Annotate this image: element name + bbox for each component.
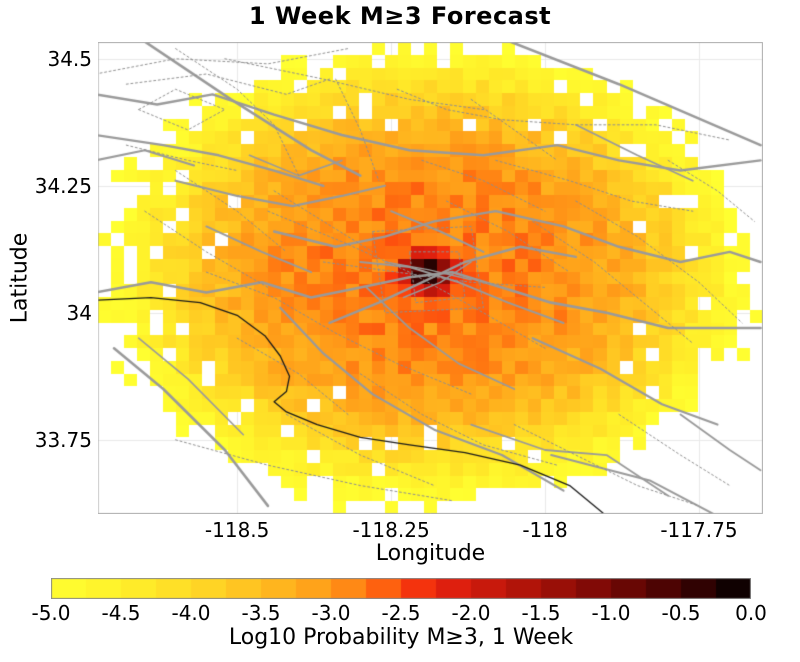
x-tick-label: -118.25 bbox=[352, 518, 430, 542]
colorbar-tick-label: -4.0 bbox=[171, 601, 211, 625]
chart-title: 1 Week M≥3 Forecast bbox=[248, 2, 552, 30]
colorbar-tick-label: 0.0 bbox=[735, 601, 767, 625]
colorbar-tick-label: -2.0 bbox=[451, 601, 491, 625]
colorbar bbox=[51, 578, 751, 599]
colorbar-tick-label: -3.0 bbox=[311, 601, 351, 625]
y-tick-label: 34.5 bbox=[47, 46, 92, 71]
colorbar-tick-label: -1.5 bbox=[521, 601, 561, 625]
x-tick-label: -117.75 bbox=[660, 518, 738, 542]
colorbar-tick-label: -2.5 bbox=[381, 601, 421, 625]
x-tick-label: -118.5 bbox=[204, 518, 270, 542]
colorbar-tick-label: -0.5 bbox=[661, 601, 701, 625]
colorbar-tick-label: -3.5 bbox=[241, 601, 281, 625]
colorbar-label: Log10 Probability M≥3, 1 Week bbox=[228, 625, 574, 650]
y-tick-label: 33.75 bbox=[34, 427, 92, 452]
colorbar-tick-label: -5.0 bbox=[31, 601, 71, 625]
y-tick-label: 34 bbox=[66, 300, 92, 325]
y-tick-label: 34.25 bbox=[34, 173, 92, 198]
colorbar-tick-label: -1.0 bbox=[591, 601, 631, 625]
map-canvas bbox=[98, 42, 763, 514]
x-axis-label: Longitude bbox=[375, 541, 486, 566]
x-tick-label: -118 bbox=[522, 518, 568, 542]
colorbar-tick-label: -4.5 bbox=[101, 601, 141, 625]
